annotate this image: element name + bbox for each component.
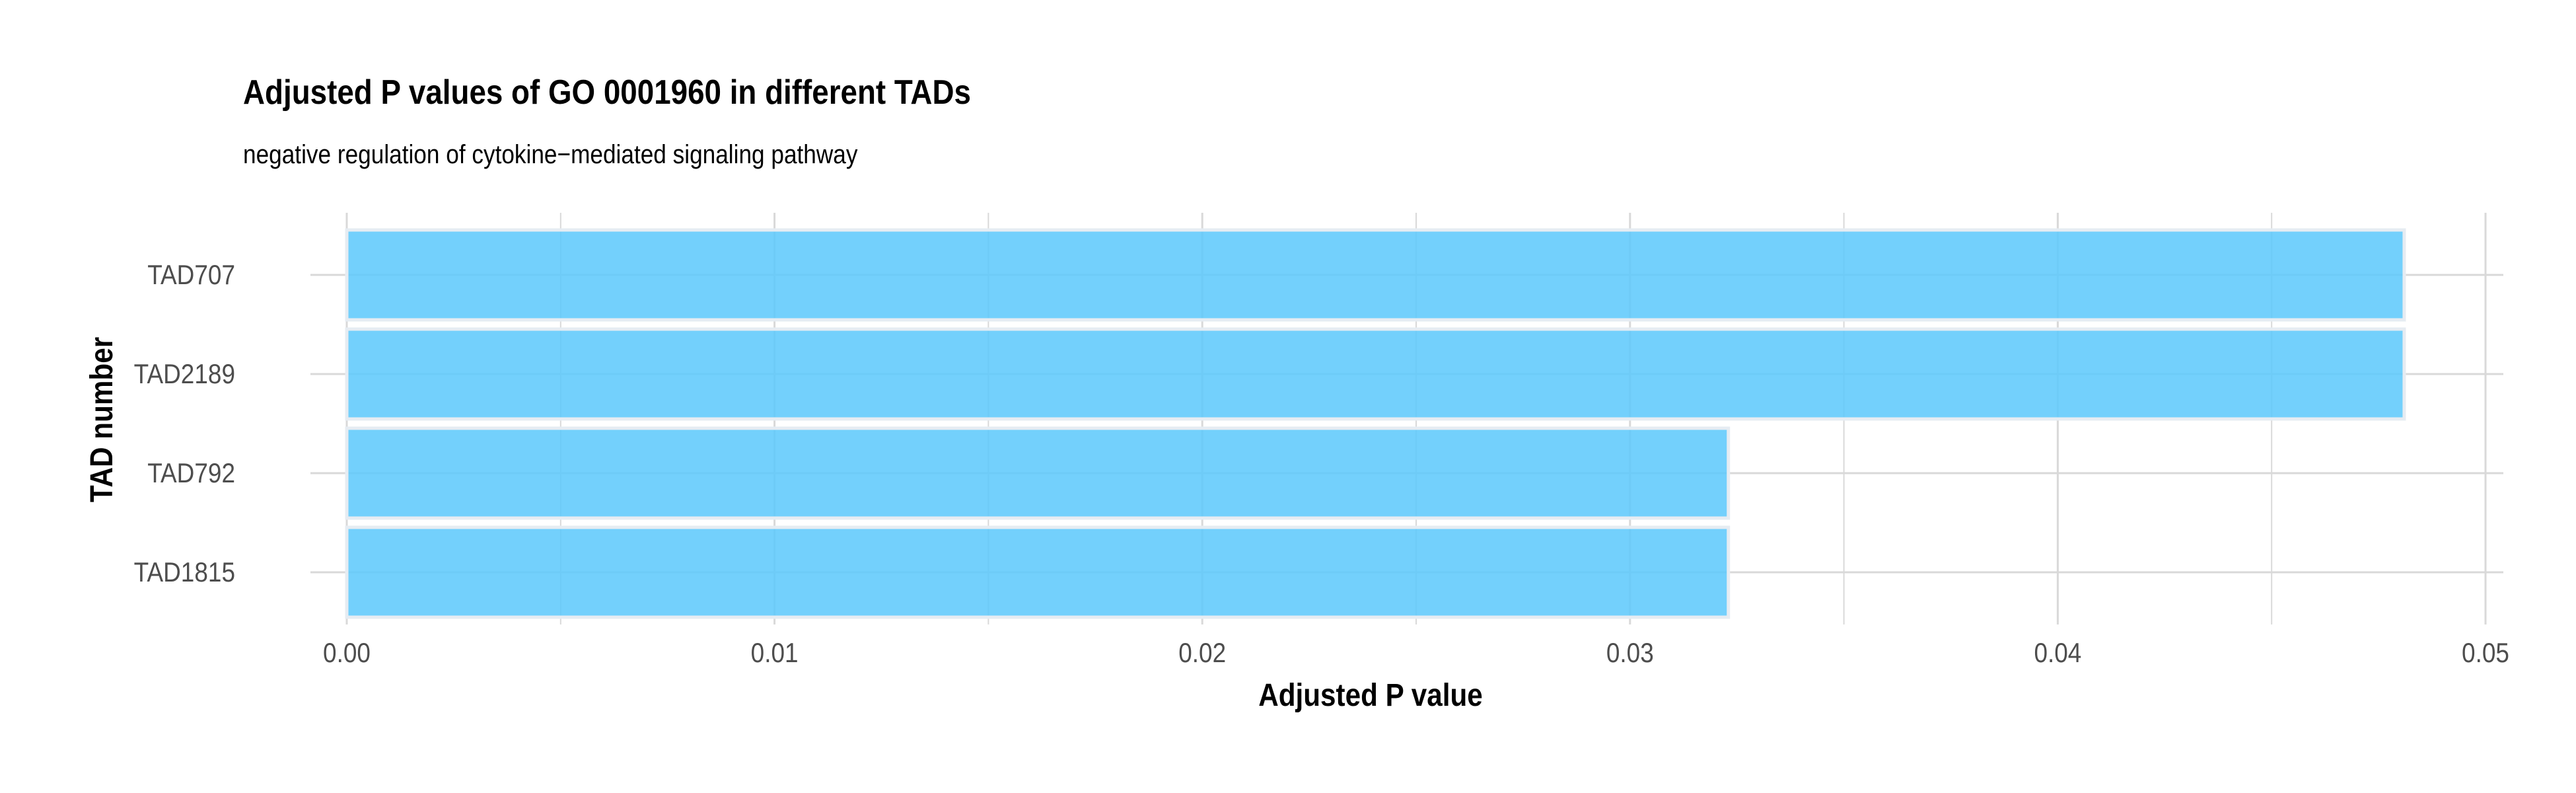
bar-tad1815 <box>345 525 1731 619</box>
bar-tad707 <box>345 228 2406 322</box>
x-tick-label: 0.05 <box>2462 638 2509 669</box>
y-tick-label: TAD1815 <box>134 557 235 588</box>
bar-tad792 <box>345 426 1731 520</box>
y-tick-label: TAD792 <box>147 458 235 489</box>
y-axis-title: TAD number <box>83 337 119 502</box>
x-axis-title: Adjusted P value <box>1258 677 1483 712</box>
x-tick-label: 0.02 <box>1178 638 1226 669</box>
x-tick-label: 0.04 <box>2034 638 2081 669</box>
x-tick-label: 0.00 <box>323 638 371 669</box>
chart-subtitle: negative regulation of cytokine−mediated… <box>243 140 858 169</box>
bars <box>345 228 2406 619</box>
x-tick-labels: 0.00 0.01 0.02 0.03 0.04 0.05 <box>323 638 2509 669</box>
bar-tad2189 <box>345 327 2406 421</box>
x-tick-label: 0.01 <box>751 638 799 669</box>
y-tick-label: TAD707 <box>147 260 235 291</box>
y-tick-labels: TAD707 TAD2189 TAD792 TAD1815 <box>134 260 235 588</box>
x-tick-label: 0.03 <box>1606 638 1654 669</box>
chart-title: Adjusted P values of GO 0001960 in diffe… <box>243 73 971 112</box>
y-tick-label: TAD2189 <box>134 359 235 390</box>
